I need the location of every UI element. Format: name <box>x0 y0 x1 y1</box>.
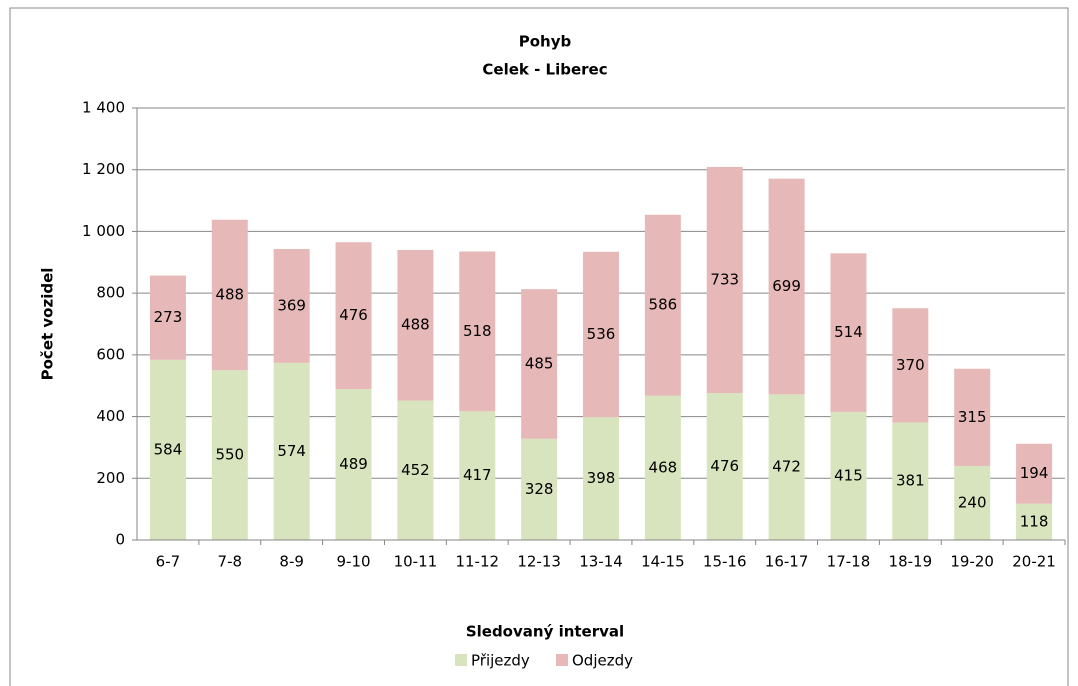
bar-segment <box>211 370 248 540</box>
data-label: 328 <box>525 480 554 498</box>
bar-segment <box>644 395 681 540</box>
data-label: 194 <box>1020 464 1049 482</box>
x-tick-label: 16-17 <box>765 553 809 571</box>
y-tick-label: 800 <box>96 284 125 302</box>
data-label: 584 <box>154 440 183 458</box>
bar-segment <box>954 368 991 466</box>
bar-segment <box>459 411 496 540</box>
bar-segment <box>768 394 805 540</box>
data-label: 518 <box>463 322 492 340</box>
data-label: 514 <box>834 323 863 341</box>
y-tick-label: 600 <box>96 345 125 363</box>
x-tick-label: 19-20 <box>950 553 994 571</box>
data-label: 485 <box>525 354 554 372</box>
legend-label: Přijezdy <box>471 652 530 670</box>
data-label: 536 <box>587 325 616 343</box>
y-tick-label: 0 <box>115 531 125 549</box>
bar-segment <box>459 251 496 412</box>
data-label: 586 <box>649 296 678 314</box>
data-label: 574 <box>277 442 306 460</box>
y-axis-label: Počet vozidel <box>39 268 57 381</box>
legend-label: Odjezdy <box>572 652 633 670</box>
x-tick-label: 15-16 <box>703 553 747 571</box>
legend-swatch <box>556 654 568 666</box>
bar-segment <box>211 219 248 371</box>
x-tick-label: 13-14 <box>579 553 623 571</box>
bar-segment <box>273 249 310 363</box>
y-tick-label: 400 <box>96 407 125 425</box>
bar-segment <box>397 400 434 540</box>
bar-segment <box>149 359 186 540</box>
y-tick-label: 1 200 <box>82 160 125 178</box>
bar-segment <box>954 465 991 540</box>
bar-segment <box>149 275 186 360</box>
data-label: 381 <box>896 472 925 490</box>
x-tick-label: 18-19 <box>889 553 933 571</box>
y-tick-label: 200 <box>96 469 125 487</box>
data-label: 488 <box>401 316 430 334</box>
bar-segment <box>521 438 558 540</box>
x-tick-label: 6-7 <box>156 553 181 571</box>
data-label: 118 <box>1020 512 1049 530</box>
x-tick-label: 12-13 <box>517 553 561 571</box>
data-label: 476 <box>710 457 739 475</box>
x-tick-label: 14-15 <box>641 553 685 571</box>
bar-segment <box>521 289 558 439</box>
bar-segment <box>1016 503 1053 540</box>
bar-segment <box>768 178 805 395</box>
bar-segment <box>1016 443 1053 504</box>
data-label: 489 <box>339 455 368 473</box>
data-label: 488 <box>215 285 244 303</box>
bar-segment <box>892 308 929 423</box>
bar-segment <box>397 249 434 401</box>
legend-swatch <box>455 654 467 666</box>
x-tick-label: 20-21 <box>1012 553 1056 571</box>
bar-segment <box>706 166 743 394</box>
bar-segment <box>335 389 372 540</box>
x-tick-label: 9-10 <box>337 553 371 571</box>
data-label: 472 <box>772 458 801 476</box>
bar-segment <box>644 214 681 396</box>
bar-segment <box>830 411 867 540</box>
chart-title: Pohyb <box>519 33 572 51</box>
bar-segment <box>706 393 743 540</box>
data-label: 369 <box>277 296 306 314</box>
y-tick-label: 1 400 <box>82 99 125 117</box>
data-label: 699 <box>772 277 801 295</box>
bar-segment <box>583 417 619 540</box>
x-tick-label: 10-11 <box>394 553 438 571</box>
data-label: 468 <box>649 458 678 476</box>
data-label: 273 <box>154 308 183 326</box>
bar-segment <box>830 253 867 412</box>
bar-segment <box>583 251 619 418</box>
data-label: 240 <box>958 493 987 511</box>
data-label: 476 <box>339 306 368 324</box>
data-label: 398 <box>587 469 616 487</box>
data-label: 415 <box>834 466 863 484</box>
bar-segment <box>273 362 310 540</box>
x-tick-label: 17-18 <box>827 553 871 571</box>
data-label: 370 <box>896 356 925 374</box>
bar-segment <box>335 242 372 390</box>
y-tick-label: 1 000 <box>82 222 125 240</box>
chart-subtitle: Celek - Liberec <box>482 61 607 79</box>
data-label: 550 <box>215 446 244 464</box>
bar-segment <box>892 422 929 540</box>
data-label: 452 <box>401 461 430 479</box>
data-label: 315 <box>958 408 987 426</box>
data-label: 417 <box>463 466 492 484</box>
x-tick-label: 8-9 <box>279 553 304 571</box>
data-label: 733 <box>710 271 739 289</box>
x-tick-label: 11-12 <box>455 553 499 571</box>
x-axis-label: Sledovaný interval <box>466 623 624 641</box>
x-tick-label: 7-8 <box>218 553 243 571</box>
